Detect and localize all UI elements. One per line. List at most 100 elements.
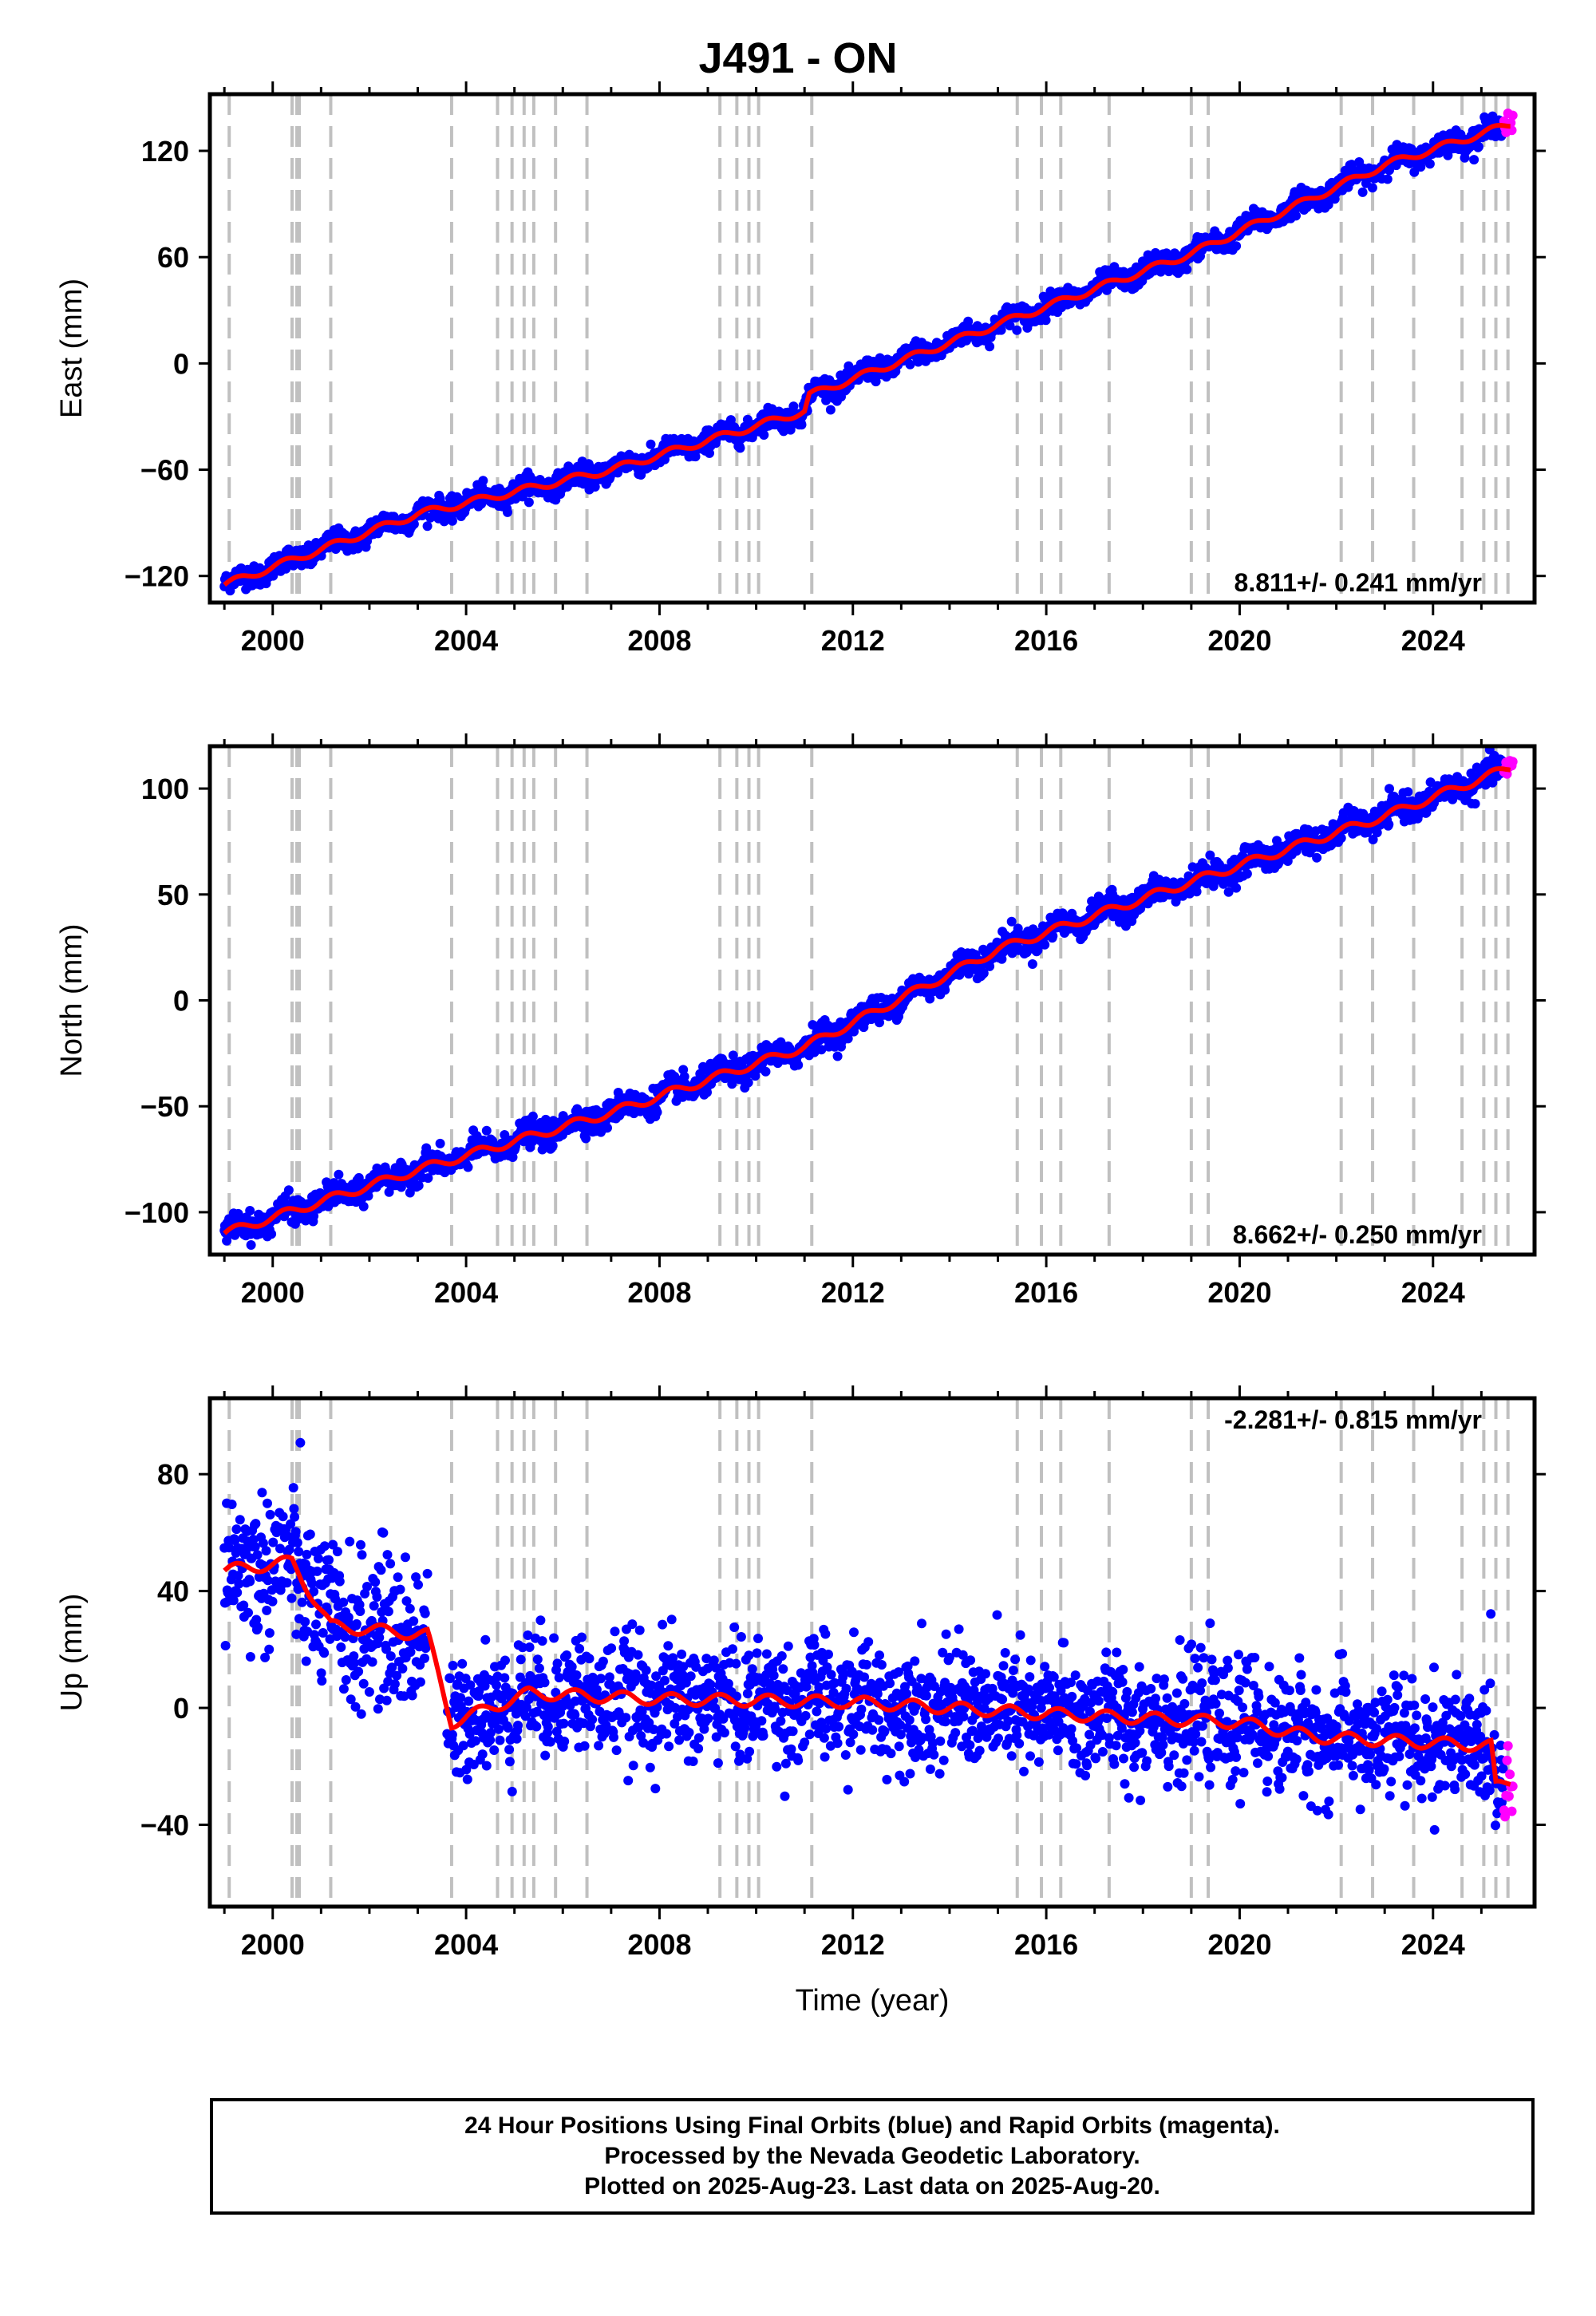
data-point bbox=[1470, 799, 1480, 809]
data-point bbox=[1443, 150, 1453, 160]
data-point bbox=[816, 1045, 827, 1055]
data-point bbox=[389, 1679, 400, 1690]
data-point bbox=[1357, 187, 1368, 197]
y-tick-label: −100 bbox=[124, 1196, 189, 1229]
data-point bbox=[265, 1509, 275, 1520]
data-point bbox=[341, 1675, 351, 1685]
data-point bbox=[253, 1622, 263, 1632]
data-point bbox=[602, 1123, 612, 1133]
data-point bbox=[463, 1162, 473, 1172]
data-point bbox=[1367, 183, 1377, 193]
data-point bbox=[343, 1612, 354, 1622]
y-tick-label: 50 bbox=[157, 879, 189, 911]
data-point bbox=[1368, 835, 1378, 844]
data-point bbox=[1336, 833, 1346, 844]
data-point bbox=[1231, 241, 1242, 251]
data-point bbox=[997, 954, 1007, 964]
data-point bbox=[319, 1648, 330, 1658]
data-point bbox=[1223, 887, 1234, 897]
data-point bbox=[295, 1437, 306, 1448]
data-point bbox=[1312, 852, 1322, 863]
y-tick-label: 120 bbox=[141, 135, 189, 168]
data-point bbox=[334, 1169, 344, 1180]
model-fit-line bbox=[223, 123, 1511, 587]
data-point bbox=[581, 1133, 591, 1144]
data-point bbox=[1242, 868, 1252, 879]
data-point bbox=[288, 1483, 298, 1493]
data-point bbox=[395, 1584, 405, 1595]
data-point bbox=[362, 1582, 372, 1591]
data-point bbox=[405, 1188, 415, 1198]
data-point bbox=[346, 1694, 356, 1705]
data-point bbox=[940, 985, 950, 995]
data-point bbox=[690, 452, 701, 462]
x-tick-label: 2004 bbox=[434, 624, 498, 657]
data-point bbox=[231, 1524, 242, 1535]
data-point bbox=[423, 1173, 433, 1184]
data-point bbox=[503, 507, 512, 517]
data-point bbox=[355, 1607, 365, 1616]
data-point bbox=[305, 1529, 315, 1539]
data-point bbox=[250, 1542, 260, 1552]
data-point bbox=[925, 994, 935, 1004]
data-point bbox=[356, 1539, 365, 1550]
data-point bbox=[251, 1519, 261, 1529]
data-point bbox=[267, 1596, 278, 1607]
data-point bbox=[374, 1632, 385, 1642]
data-point bbox=[263, 1498, 272, 1508]
data-point bbox=[318, 1628, 328, 1638]
y-tick-label: −50 bbox=[140, 1090, 189, 1123]
data-point bbox=[307, 1579, 317, 1589]
y-tick-label: 100 bbox=[141, 773, 189, 805]
data-point bbox=[385, 1651, 396, 1662]
data-point bbox=[301, 1656, 311, 1666]
data-point bbox=[316, 1668, 326, 1678]
data-point bbox=[1384, 820, 1394, 829]
x-tick-label: 2020 bbox=[1207, 1276, 1271, 1309]
data-point bbox=[373, 1704, 383, 1714]
data-point bbox=[291, 1629, 302, 1639]
data-point bbox=[372, 1592, 382, 1602]
data-point bbox=[309, 1587, 319, 1597]
data-point bbox=[234, 1579, 244, 1589]
data-point bbox=[358, 1678, 369, 1689]
data-point bbox=[547, 1140, 558, 1151]
data-point bbox=[1191, 887, 1202, 897]
data-point bbox=[232, 1587, 243, 1598]
rate-label: 8.811+/- 0.241 mm/yr bbox=[1235, 568, 1482, 597]
data-point bbox=[300, 1617, 310, 1627]
data-point bbox=[1182, 264, 1192, 275]
data-point bbox=[314, 1553, 323, 1563]
data-point bbox=[1291, 211, 1301, 221]
data-point bbox=[422, 521, 433, 532]
data-point bbox=[905, 359, 915, 370]
data-point bbox=[245, 1576, 255, 1587]
data-point bbox=[330, 1594, 340, 1604]
data-point bbox=[334, 1576, 345, 1587]
y-tick-label: 60 bbox=[157, 241, 189, 274]
data-point bbox=[383, 1607, 393, 1617]
data-point bbox=[260, 1652, 271, 1662]
data-point bbox=[324, 1555, 334, 1565]
y-tick-label: −120 bbox=[124, 560, 189, 593]
data-point bbox=[735, 443, 745, 453]
data-point bbox=[370, 1577, 381, 1587]
data-point bbox=[278, 1512, 288, 1522]
data-point bbox=[808, 1020, 818, 1030]
data-point bbox=[1231, 883, 1242, 893]
final-orbit-points bbox=[219, 746, 1508, 1250]
data-point bbox=[351, 1618, 361, 1629]
data-point bbox=[832, 1051, 843, 1061]
data-point bbox=[1358, 808, 1369, 819]
data-point bbox=[500, 1130, 510, 1140]
data-point bbox=[978, 968, 989, 978]
data-point bbox=[1048, 931, 1058, 941]
data-point bbox=[246, 1240, 256, 1250]
data-point bbox=[227, 1500, 237, 1509]
data-point bbox=[1424, 159, 1435, 169]
data-point bbox=[652, 1107, 662, 1117]
data-point bbox=[340, 1632, 350, 1642]
data-point bbox=[261, 1546, 271, 1556]
data-point bbox=[358, 1201, 369, 1211]
data-point bbox=[1027, 959, 1037, 969]
